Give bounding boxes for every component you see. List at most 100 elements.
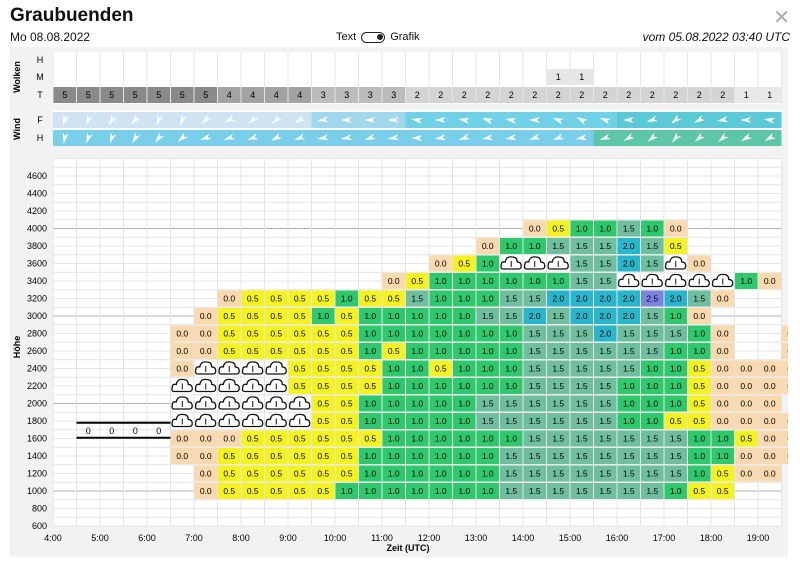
cell-value: 0.5 (247, 311, 259, 321)
forecast-cell: 0.5 (265, 343, 288, 359)
forecast-cell: 1.0 (617, 395, 640, 412)
close-icon[interactable]: ✕ (773, 7, 790, 29)
forecast-cell: 1.0 (359, 413, 382, 429)
forecast-cell: 1.5 (547, 448, 570, 464)
cell-value: 1.5 (529, 434, 541, 444)
forecast-cell: 1.0 (359, 448, 382, 464)
cell-value: 0.0 (787, 329, 788, 339)
cell-value: 1.0 (411, 329, 423, 339)
cloud-icon (218, 378, 240, 393)
forecast-cell: 0.5 (688, 378, 711, 394)
cell-value: 1.5 (623, 434, 635, 444)
wind-arrow-icon (86, 132, 93, 144)
forecast-cell: 0.5 (312, 378, 335, 394)
view-toggle-switch[interactable] (361, 31, 386, 43)
cloud-icon (265, 361, 287, 375)
cell-value: 1.0 (458, 364, 470, 374)
cell-value: 0.5 (317, 364, 329, 374)
inversion-value: 0 (109, 426, 114, 436)
cloud-icon (265, 413, 287, 428)
cloud-cell-value: 1 (744, 90, 749, 100)
cell-value: 1.0 (552, 276, 564, 286)
forecast-cell: 0.0 (711, 325, 734, 342)
cell-value: 1.0 (435, 451, 447, 461)
forecast-cell: 0.5 (241, 448, 264, 464)
cell-value: 1.5 (623, 364, 635, 374)
forecast-cell: 0.5 (218, 465, 241, 482)
forecast-cell: 2.0 (617, 238, 640, 254)
wind-arrow-icon (201, 114, 212, 124)
forecast-cell: 1.5 (664, 430, 687, 447)
forecast-cell (241, 413, 264, 429)
forecast-cell: 1.5 (664, 465, 687, 482)
forecast-cell: 0.0 (735, 378, 758, 394)
wind-arrow-icon (552, 117, 564, 125)
cloud-cell (335, 87, 358, 103)
cell-value: 1.0 (388, 399, 400, 409)
wind-arrow-icon (458, 133, 470, 141)
cell-value: 1.0 (458, 346, 470, 356)
cloud-cell (758, 87, 781, 103)
cell-value: 1.0 (388, 486, 400, 496)
cell-value: 0.5 (317, 416, 329, 426)
cloud-cell-value: 2 (603, 90, 608, 100)
forecast-cell: 1.0 (570, 220, 593, 237)
forecast-cell: 0.0 (688, 308, 711, 324)
forecast-cell: 0.0 (782, 430, 800, 447)
wind-arrow-icon (482, 117, 494, 125)
cloud-icon (218, 361, 240, 375)
wind-arrow-icon (529, 133, 541, 141)
forecast-cell: 1.0 (453, 413, 476, 429)
cell-value: 0.5 (294, 469, 306, 479)
wind-arrow-icon (646, 115, 658, 123)
cell-value: 1.0 (458, 469, 470, 479)
cell-value: 1.0 (505, 381, 517, 391)
cell-value: 0.5 (717, 469, 729, 479)
cell-value: 0.0 (388, 276, 400, 286)
cell-value: 1.0 (482, 364, 494, 374)
forecast-cell: 1.0 (641, 413, 664, 429)
cell-value: 0.0 (717, 381, 729, 391)
forecast-cell: 0.0 (735, 465, 758, 482)
y-tick-label: 2000 (27, 399, 47, 409)
cell-value: 0.5 (317, 399, 329, 409)
forecast-cell: 0.5 (359, 378, 382, 394)
forecast-cell: 1.0 (406, 360, 429, 377)
forecast-cell: 0.0 (782, 448, 800, 464)
cell-value: 1.5 (576, 469, 588, 479)
cell-value: 0.0 (787, 451, 788, 461)
forecast-cell (288, 413, 311, 429)
forecast-cell: 1.0 (406, 430, 429, 447)
forecast-cell: 1.0 (453, 465, 476, 482)
forecast-cell: 1.0 (500, 325, 523, 342)
cell-value: 0.0 (740, 416, 752, 426)
forecast-cell: 0.0 (758, 395, 781, 412)
x-tick-label: 11:00 (371, 533, 393, 543)
cell-value: 1.5 (529, 346, 541, 356)
forecast-cell: 1.5 (641, 448, 664, 464)
cell-value: 0.5 (341, 329, 353, 339)
cloud-cell (547, 87, 570, 103)
cloud-cell-value: 4 (274, 90, 279, 100)
x-tick-label: 19:00 (747, 533, 770, 543)
forecast-cell: 0.5 (288, 360, 311, 377)
forecast-cell: 1.5 (594, 238, 617, 254)
forecast-cell: 1.0 (523, 273, 546, 289)
cloud-cell (570, 87, 593, 103)
forecast-cell: 0.5 (288, 430, 311, 447)
x-tick-label: 10:00 (324, 533, 347, 543)
forecast-cell: 0.5 (688, 483, 711, 499)
forecast-cell: 1.0 (664, 483, 687, 499)
forecast-cell: 1.5 (570, 273, 593, 289)
cloud-cell-value: 5 (156, 90, 161, 100)
wind-arrow-icon (718, 132, 729, 142)
forecast-cell: 1.5 (594, 273, 617, 289)
cell-value: 0.0 (787, 434, 788, 444)
cell-value: 1.5 (576, 434, 588, 444)
inversion-value: 0 (133, 426, 138, 436)
cloud-cell (500, 87, 523, 103)
cell-value: 1.5 (576, 486, 588, 496)
cell-value: 0.0 (787, 346, 788, 356)
forecast-cell: 0.0 (523, 220, 546, 237)
clouds-section: Wolken HMT 5 5 5 5 5 5 5 4 4 4 4 3 3 3 3 2 2 2 2 2 2 2 2 2 2 2 2 2 2 1 1… (12, 52, 782, 104)
